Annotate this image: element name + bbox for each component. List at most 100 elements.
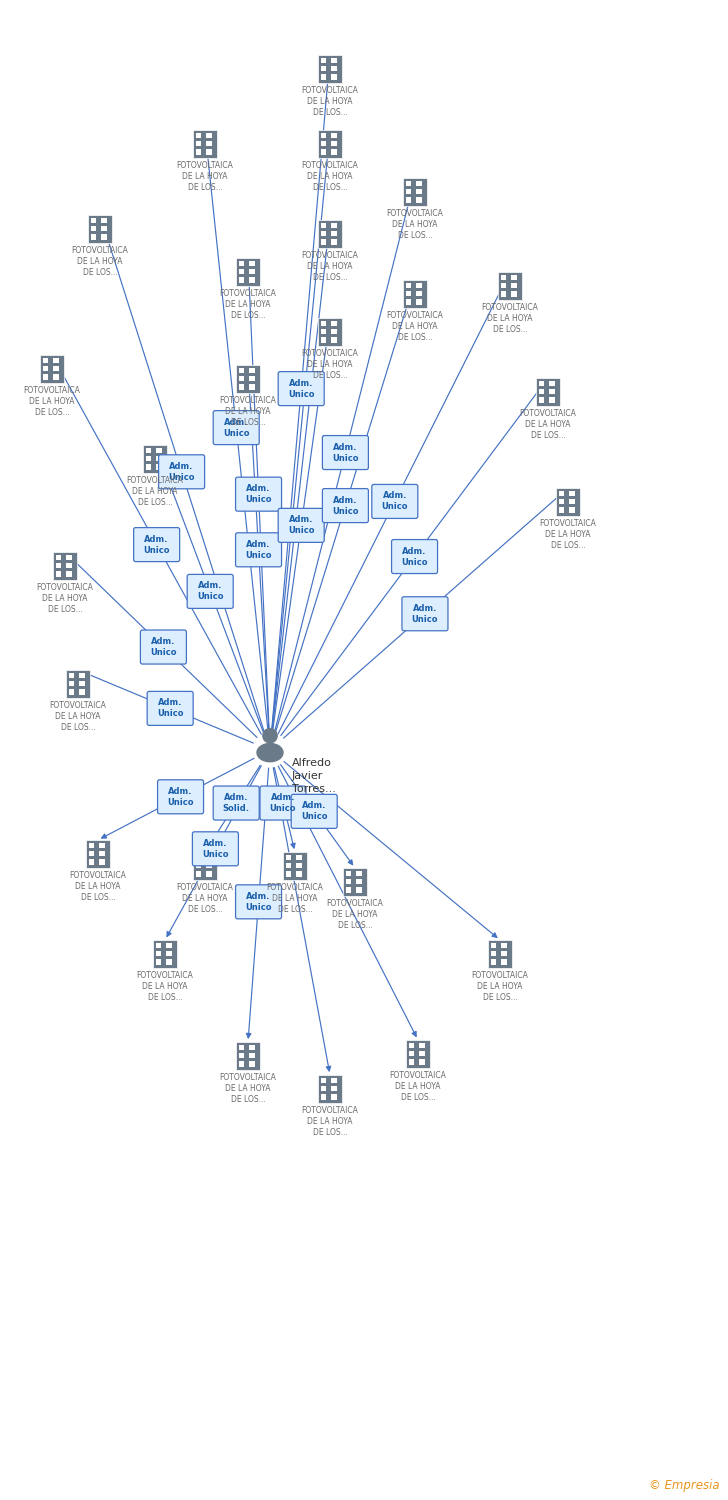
Text: FOTOVOLTAICA
DE LA HOYA
DE LOS...: FOTOVOLTAICA DE LA HOYA DE LOS...: [301, 86, 358, 117]
FancyBboxPatch shape: [406, 180, 411, 186]
FancyBboxPatch shape: [296, 871, 301, 876]
FancyBboxPatch shape: [91, 226, 96, 231]
FancyBboxPatch shape: [239, 1053, 244, 1058]
Text: FOTOVOLTAICA
DE LA HOYA
DE LOS...: FOTOVOLTAICA DE LA HOYA DE LOS...: [327, 898, 384, 930]
FancyBboxPatch shape: [321, 321, 326, 326]
FancyBboxPatch shape: [53, 366, 59, 370]
FancyBboxPatch shape: [40, 356, 64, 382]
FancyBboxPatch shape: [331, 1077, 337, 1083]
FancyBboxPatch shape: [331, 75, 337, 80]
FancyBboxPatch shape: [419, 1052, 424, 1056]
FancyBboxPatch shape: [89, 850, 94, 856]
Text: Alfredo
Javier
Torres...: Alfredo Javier Torres...: [292, 758, 336, 795]
FancyBboxPatch shape: [502, 960, 507, 964]
FancyBboxPatch shape: [569, 507, 574, 513]
FancyBboxPatch shape: [409, 1059, 414, 1065]
FancyBboxPatch shape: [196, 132, 201, 138]
FancyBboxPatch shape: [207, 871, 212, 876]
FancyBboxPatch shape: [331, 338, 337, 342]
FancyBboxPatch shape: [250, 1044, 255, 1050]
Ellipse shape: [257, 744, 283, 762]
Text: Adm.
Unico: Adm. Unico: [245, 892, 272, 912]
Text: Adm.
Unico: Adm. Unico: [288, 516, 314, 536]
FancyBboxPatch shape: [559, 500, 564, 504]
Text: © Empresia: © Empresia: [649, 1479, 720, 1492]
FancyBboxPatch shape: [53, 357, 59, 363]
FancyBboxPatch shape: [403, 178, 427, 206]
FancyBboxPatch shape: [409, 1052, 414, 1056]
FancyBboxPatch shape: [501, 291, 506, 297]
FancyBboxPatch shape: [146, 456, 151, 460]
FancyBboxPatch shape: [321, 57, 326, 63]
FancyBboxPatch shape: [101, 217, 107, 223]
FancyBboxPatch shape: [512, 284, 517, 288]
Circle shape: [263, 729, 277, 742]
FancyBboxPatch shape: [321, 222, 326, 228]
FancyBboxPatch shape: [406, 300, 411, 304]
Text: FOTOVOLTAICA
DE LA HOYA
DE LOS...: FOTOVOLTAICA DE LA HOYA DE LOS...: [387, 310, 443, 342]
FancyBboxPatch shape: [406, 1040, 430, 1068]
FancyBboxPatch shape: [392, 540, 438, 573]
FancyBboxPatch shape: [66, 572, 72, 576]
FancyBboxPatch shape: [539, 381, 544, 386]
FancyBboxPatch shape: [88, 214, 112, 243]
Text: Adm.
Unico: Adm. Unico: [168, 462, 195, 482]
FancyBboxPatch shape: [196, 141, 201, 146]
FancyBboxPatch shape: [321, 240, 326, 244]
FancyBboxPatch shape: [321, 338, 326, 342]
FancyBboxPatch shape: [159, 454, 205, 489]
FancyBboxPatch shape: [331, 132, 337, 138]
FancyBboxPatch shape: [207, 141, 212, 146]
FancyBboxPatch shape: [331, 240, 337, 244]
FancyBboxPatch shape: [402, 597, 448, 632]
FancyBboxPatch shape: [291, 795, 337, 828]
FancyBboxPatch shape: [419, 1059, 424, 1065]
FancyBboxPatch shape: [157, 465, 162, 470]
FancyBboxPatch shape: [100, 859, 105, 864]
FancyBboxPatch shape: [43, 375, 48, 380]
FancyBboxPatch shape: [283, 852, 307, 880]
FancyBboxPatch shape: [491, 942, 496, 948]
Text: Adm.
Unico: Adm. Unico: [197, 582, 223, 602]
FancyBboxPatch shape: [86, 840, 110, 868]
Text: FOTOVOLTAICA
DE LA HOYA
DE LOS...: FOTOVOLTAICA DE LA HOYA DE LOS...: [387, 209, 443, 240]
FancyBboxPatch shape: [331, 222, 337, 228]
FancyBboxPatch shape: [236, 477, 282, 512]
Text: FOTOVOLTAICA
DE LA HOYA
DE LOS...: FOTOVOLTAICA DE LA HOYA DE LOS...: [301, 160, 358, 192]
FancyBboxPatch shape: [512, 291, 517, 297]
Text: Adm.
Unico: Adm. Unico: [167, 786, 194, 807]
FancyBboxPatch shape: [213, 786, 259, 820]
FancyBboxPatch shape: [491, 951, 496, 956]
FancyBboxPatch shape: [296, 855, 301, 859]
Text: FOTOVOLTAICA
DE LA HOYA
DE LOS...: FOTOVOLTAICA DE LA HOYA DE LOS...: [539, 519, 596, 550]
FancyBboxPatch shape: [331, 1086, 337, 1090]
FancyBboxPatch shape: [278, 372, 324, 405]
FancyBboxPatch shape: [250, 1053, 255, 1058]
FancyBboxPatch shape: [192, 833, 238, 866]
FancyBboxPatch shape: [318, 318, 342, 346]
FancyBboxPatch shape: [157, 447, 162, 453]
FancyBboxPatch shape: [167, 942, 172, 948]
FancyBboxPatch shape: [286, 862, 291, 868]
FancyBboxPatch shape: [134, 528, 180, 561]
FancyBboxPatch shape: [321, 1086, 326, 1090]
FancyBboxPatch shape: [346, 888, 351, 892]
FancyBboxPatch shape: [79, 690, 84, 694]
FancyBboxPatch shape: [101, 226, 107, 231]
FancyBboxPatch shape: [536, 378, 560, 406]
FancyBboxPatch shape: [56, 572, 61, 576]
Text: FOTOVOLTAICA
DE LA HOYA
DE LOS...: FOTOVOLTAICA DE LA HOYA DE LOS...: [71, 246, 128, 278]
FancyBboxPatch shape: [406, 198, 411, 202]
Text: Adm.
Unico: Adm. Unico: [301, 801, 328, 822]
Text: Adm.
Unico: Adm. Unico: [270, 794, 296, 813]
FancyBboxPatch shape: [539, 398, 544, 402]
Text: FOTOVOLTAICA
DE LA HOYA
DE LOS...: FOTOVOLTAICA DE LA HOYA DE LOS...: [301, 1106, 358, 1137]
FancyBboxPatch shape: [539, 388, 544, 394]
FancyBboxPatch shape: [196, 862, 201, 868]
Text: FOTOVOLTAICA
DE LA HOYA
DE LOS...: FOTOVOLTAICA DE LA HOYA DE LOS...: [481, 303, 539, 334]
FancyBboxPatch shape: [502, 951, 507, 956]
FancyBboxPatch shape: [207, 862, 212, 868]
FancyBboxPatch shape: [89, 859, 94, 864]
Text: Adm.
Unico: Adm. Unico: [157, 699, 183, 718]
FancyBboxPatch shape: [239, 368, 244, 374]
